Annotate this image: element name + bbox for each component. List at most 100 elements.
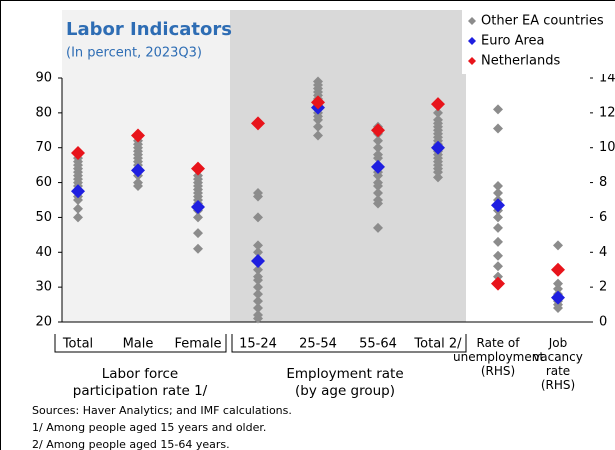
data-point — [493, 261, 503, 272]
data-point — [493, 250, 503, 261]
legend-label: Euro Area — [481, 34, 545, 49]
legend-marker — [468, 57, 476, 65]
data-point — [373, 195, 383, 205]
data-point — [311, 95, 325, 110]
y2-tick-label: 10 — [599, 140, 615, 155]
data-point — [313, 130, 323, 141]
group-label: Labor force participation rate 1/ — [72, 366, 208, 399]
data-point — [251, 254, 265, 268]
data-point — [373, 135, 383, 146]
y-tick-label: 90 — [35, 71, 52, 86]
chart-title: Labor Indicators — [66, 19, 232, 40]
y-tick-label: 70 — [35, 140, 52, 155]
group-shade — [230, 10, 466, 322]
legend-label: Other EA countries — [481, 14, 604, 29]
data-point — [191, 199, 205, 214]
data-point — [253, 188, 263, 199]
y-tick-label: 60 — [35, 175, 52, 190]
data-point — [551, 290, 565, 305]
data-point — [491, 276, 505, 291]
data-point — [193, 243, 203, 254]
data-point — [373, 149, 383, 160]
y-tick-label: 50 — [35, 210, 52, 225]
data-point — [493, 212, 503, 223]
note: 2/ Among people aged 15-64 years. — [32, 438, 230, 450]
data-point — [131, 128, 145, 143]
x-tick-label: Male — [123, 337, 154, 352]
data-point — [493, 181, 503, 192]
data-point — [313, 121, 323, 132]
x-tick-label: Total 2/ — [413, 337, 462, 352]
legend-marker — [468, 37, 476, 45]
y-tick-label: 40 — [35, 245, 52, 260]
y2-tick-label: 14 — [599, 71, 615, 86]
legend-marker — [468, 17, 476, 25]
data-point — [253, 212, 263, 223]
data-point — [431, 97, 445, 112]
data-point — [433, 172, 443, 183]
legend-box — [462, 8, 615, 74]
y2-tick-label: 0 — [599, 315, 607, 330]
x-tick-label: 25-54 — [299, 337, 337, 352]
x-tick-label: 15-24 — [239, 337, 277, 352]
data-point — [73, 212, 83, 223]
data-point — [253, 264, 263, 275]
data-point — [131, 163, 145, 178]
x-tick-label: Total — [62, 337, 93, 352]
data-point — [313, 76, 323, 87]
data-point — [433, 107, 443, 118]
data-point — [71, 184, 85, 199]
data-point — [431, 140, 445, 155]
note: Sources: Haver Analytics; and IMF calcul… — [32, 404, 292, 417]
data-point — [253, 247, 263, 258]
data-point — [433, 114, 443, 125]
data-point — [193, 212, 203, 223]
data-point — [133, 177, 143, 188]
data-point — [71, 145, 85, 160]
data-point — [73, 203, 83, 214]
data-point — [373, 177, 383, 188]
data-point — [493, 123, 503, 134]
data-point — [373, 142, 383, 153]
data-point — [553, 278, 563, 289]
y2-tick-label: 2 — [599, 280, 607, 295]
data-point — [493, 188, 503, 199]
x-tick-label: 55-64 — [359, 337, 397, 352]
y2-tick-label: 8 — [599, 175, 607, 190]
data-point — [373, 222, 383, 233]
data-point — [371, 159, 385, 174]
data-point — [253, 289, 263, 300]
data-point — [493, 222, 503, 233]
x-tick-label: Job vacancy rate (RHS) — [533, 336, 583, 392]
chart-subtitle: (In percent, 2023Q3) — [66, 46, 202, 61]
y2-tick-label: 12 — [599, 105, 615, 120]
x-tick-label: Rate of unemployment (RHS) — [453, 336, 545, 378]
x-tick-label: Female — [174, 337, 221, 352]
data-point — [493, 104, 503, 115]
bracket — [54, 334, 227, 353]
bracket — [231, 334, 467, 353]
y2-tick-label: 4 — [599, 245, 607, 260]
data-point — [553, 283, 563, 294]
data-point — [253, 282, 263, 293]
data-point — [193, 228, 203, 239]
data-point — [491, 198, 505, 213]
data-point — [253, 271, 263, 282]
data-point — [253, 240, 263, 251]
note: 1/ Among people aged 15 years and older. — [32, 421, 266, 434]
y-tick-label: 20 — [35, 315, 52, 330]
y-tick-label: 30 — [35, 280, 52, 295]
y-tick-label: 80 — [35, 105, 52, 120]
data-point — [493, 236, 503, 247]
data-point — [373, 188, 383, 199]
group-label: Employment rate (by age group) — [286, 366, 404, 399]
legend-label: Netherlands — [481, 54, 560, 69]
data-point — [251, 116, 265, 131]
data-point — [553, 240, 563, 251]
data-point — [253, 310, 263, 321]
data-point — [191, 161, 205, 176]
data-point — [371, 123, 385, 138]
